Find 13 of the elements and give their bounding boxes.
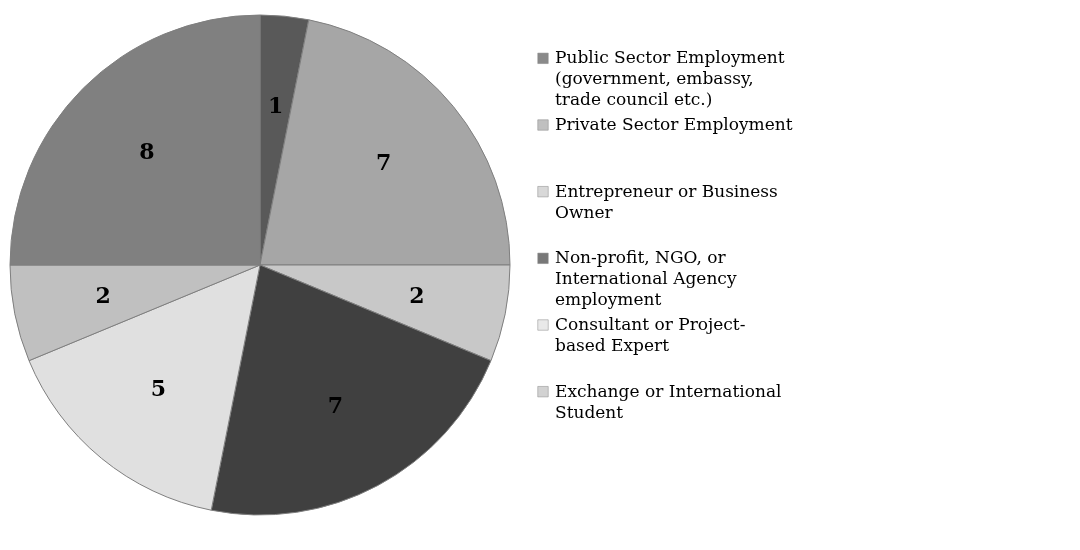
data-label: 2 bbox=[95, 282, 111, 309]
legend-label: Public Sector Employment (government, embassy, trade council etc.) bbox=[555, 47, 785, 110]
data-label: 2 bbox=[409, 282, 425, 309]
legend-label: Private Sector Employment bbox=[555, 114, 793, 134]
legend-label: Exchange or International Student bbox=[555, 380, 782, 422]
data-label: 7 bbox=[327, 392, 344, 419]
legend-label: Entrepreneur or Business Owner bbox=[555, 180, 778, 222]
data-label: 5 bbox=[150, 374, 167, 401]
data-label: 8 bbox=[139, 137, 155, 164]
legend-label: Non-profit, NGO, or International Agency employment bbox=[555, 247, 737, 310]
data-label: 7 bbox=[376, 149, 392, 176]
legend-label: Consultant or Project-based Expert bbox=[555, 314, 746, 355]
data-label: 1 bbox=[268, 91, 284, 118]
